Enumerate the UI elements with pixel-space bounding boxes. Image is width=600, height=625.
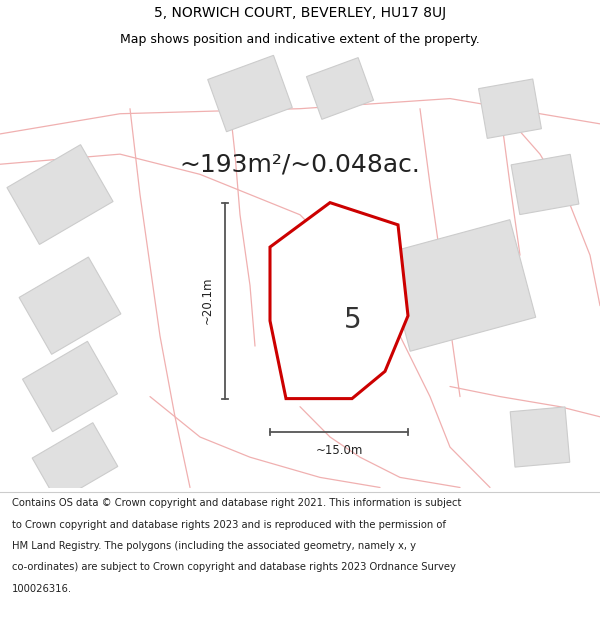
- Text: HM Land Registry. The polygons (including the associated geometry, namely x, y: HM Land Registry. The polygons (includin…: [12, 541, 416, 551]
- Polygon shape: [510, 407, 570, 467]
- Text: ~20.1m: ~20.1m: [200, 277, 214, 324]
- Text: 5: 5: [344, 306, 361, 334]
- Text: Contains OS data © Crown copyright and database right 2021. This information is : Contains OS data © Crown copyright and d…: [12, 499, 461, 509]
- Text: co-ordinates) are subject to Crown copyright and database rights 2023 Ordnance S: co-ordinates) are subject to Crown copyr…: [12, 562, 456, 572]
- Text: to Crown copyright and database rights 2023 and is reproduced with the permissio: to Crown copyright and database rights 2…: [12, 520, 446, 530]
- Polygon shape: [23, 341, 118, 432]
- Polygon shape: [511, 154, 579, 214]
- Polygon shape: [7, 144, 113, 244]
- Text: 100026316.: 100026316.: [12, 584, 72, 594]
- Polygon shape: [479, 79, 541, 138]
- Polygon shape: [307, 58, 374, 119]
- Text: ~193m²/~0.048ac.: ~193m²/~0.048ac.: [179, 152, 421, 176]
- Polygon shape: [384, 219, 536, 351]
- Polygon shape: [208, 56, 292, 132]
- Text: Map shows position and indicative extent of the property.: Map shows position and indicative extent…: [120, 33, 480, 46]
- Text: 5, NORWICH COURT, BEVERLEY, HU17 8UJ: 5, NORWICH COURT, BEVERLEY, HU17 8UJ: [154, 6, 446, 20]
- Polygon shape: [32, 422, 118, 502]
- Text: ~15.0m: ~15.0m: [316, 444, 362, 457]
- Polygon shape: [19, 257, 121, 354]
- Polygon shape: [270, 202, 408, 399]
